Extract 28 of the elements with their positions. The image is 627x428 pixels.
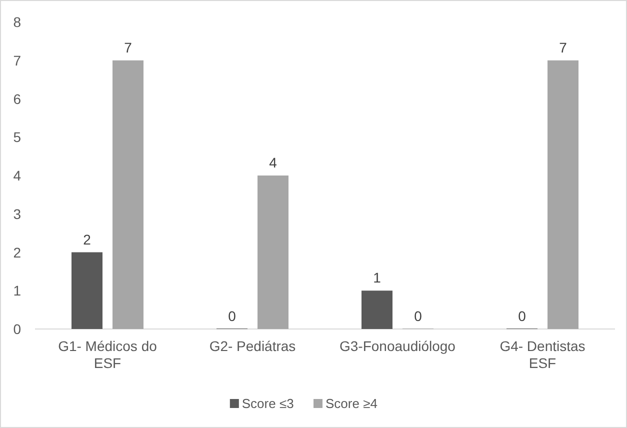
data-label: 7: [559, 39, 568, 56]
y-tick-label: 0: [13, 321, 22, 337]
y-tick-label: 4: [13, 168, 22, 184]
data-label: 0: [228, 308, 236, 324]
bar: [548, 60, 578, 329]
legend-label: Score ≥4: [326, 396, 378, 411]
legend-label: Score ≤3: [242, 396, 294, 411]
y-tick-label: 7: [13, 52, 22, 68]
x-tick-label: G1- Médicos do ESF: [58, 338, 158, 371]
y-tick-label: 6: [13, 90, 22, 107]
y-tick-label: 3: [13, 206, 22, 222]
bar: [112, 60, 144, 329]
data-label: 4: [269, 154, 278, 170]
data-label: 7: [124, 39, 132, 56]
bar: [72, 252, 102, 329]
data-label: 2: [83, 231, 92, 248]
data-label: 0: [414, 308, 422, 324]
data-label: 1: [373, 270, 382, 286]
y-tick-label: 8: [13, 14, 22, 30]
y-tick-label: 5: [13, 129, 22, 146]
x-tick-label: G3-Fonoaudiólogo: [340, 338, 456, 354]
y-tick-label: 2: [13, 244, 22, 260]
bar: [362, 290, 392, 329]
x-tick-label: G2- Pediátras: [209, 338, 296, 354]
y-tick-label: 1: [13, 282, 22, 299]
data-label: 0: [518, 308, 526, 324]
bar: [258, 176, 288, 329]
x-tick-label: G4- Dentistas ESF: [500, 338, 586, 371]
